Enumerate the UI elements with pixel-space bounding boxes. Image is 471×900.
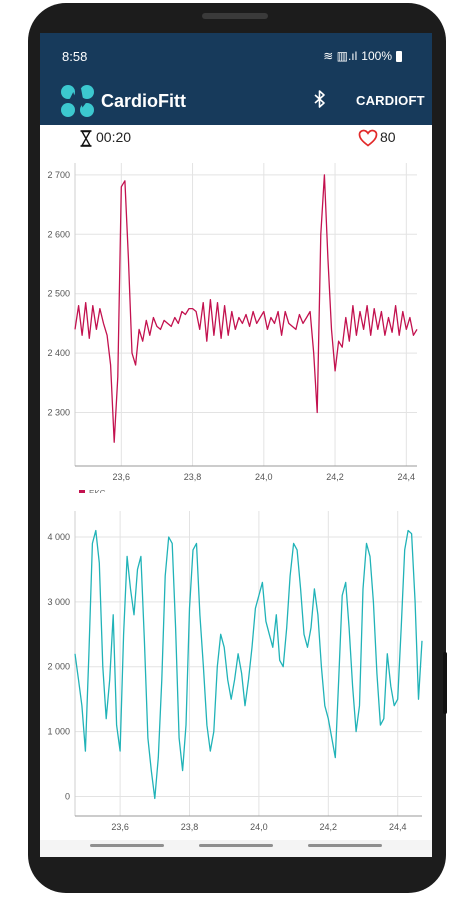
nav-indicator-right [308, 844, 382, 847]
pkg-chart-svg: 23,6 23,8 24,0 24,2 24,4 0 1 000 2 000 3 000 4 00… [47, 511, 423, 847]
pkg-x-tick-label: 24,4 [389, 822, 407, 832]
pkg-y-tick-label: 1 000 [47, 727, 70, 737]
signal-icons: ≋ ▥.ıl [323, 49, 358, 63]
ekg-y-tick-label: 2 600 [47, 229, 70, 239]
pkg-series-line [74, 529, 423, 800]
info-bar: 00:20 80 [40, 125, 432, 153]
ekg-x-tick-label: 24,2 [326, 472, 344, 482]
ekg-y-tick-label: 2 400 [47, 348, 70, 358]
pkg-y-tick-label: 2 000 [47, 662, 70, 672]
elapsed-timer: 00:20 [96, 129, 132, 145]
ekg-x-tick-label: 24,0 [255, 472, 273, 482]
logo-icon [60, 85, 96, 117]
ekg-series-line [74, 174, 418, 443]
pkg-x-tick-label: 23,8 [181, 822, 199, 832]
screen: 8:58 ≋ ▥.ıl 100% CardioFitt CARDIOFT 00:… [40, 33, 432, 857]
bluetooth-icon[interactable] [313, 89, 327, 109]
ekg-chart-svg: 23,6 23,8 24,0 24,2 24,4 2 300 2 400 2 500 2 600… [47, 163, 418, 493]
status-indicators: ≋ ▥.ıl 100% [323, 49, 402, 63]
pkg-x-tick-label: 24,2 [320, 822, 338, 832]
ekg-y-tick-label: 2 300 [47, 408, 70, 418]
nav-indicator-left [90, 844, 164, 847]
ekg-y-tick-label: 2 500 [47, 289, 70, 299]
status-bar: 8:58 ≋ ▥.ıl 100% [40, 33, 432, 81]
pkg-x-tick-label: 24,0 [250, 822, 268, 832]
ekg-legend-swatch [79, 490, 85, 493]
pkg-x-tick-label: 23,6 [111, 822, 129, 832]
heart-rate-value: 80 [380, 129, 396, 145]
ekg-x-tick-label: 24,4 [398, 472, 416, 482]
pkg-y-tick-label: 0 [65, 792, 70, 802]
pkg-y-tick-label: 4 000 [47, 532, 70, 542]
navigation-bar [40, 840, 432, 857]
status-time: 8:58 [62, 49, 88, 64]
ekg-x-tick-label: 23,8 [184, 472, 202, 482]
ekg-legend-label: EKG [89, 489, 106, 493]
hourglass-icon [80, 130, 92, 147]
nav-indicator-center [199, 844, 273, 847]
heart-icon [358, 129, 378, 147]
app-bar: CardioFitt CARDIOFT [40, 81, 432, 125]
battery-icon [396, 50, 402, 62]
battery-percent: 100% [361, 49, 392, 63]
ekg-x-tick-label: 23,6 [113, 472, 131, 482]
app-title: CardioFitt [101, 91, 186, 111]
ekg-y-tick-label: 2 700 [47, 170, 70, 180]
device-name-button[interactable]: CARDIOFT [356, 93, 425, 108]
phone-speaker [202, 13, 268, 19]
pkg-y-tick-label: 3 000 [47, 597, 70, 607]
phone-side-button [443, 652, 447, 714]
